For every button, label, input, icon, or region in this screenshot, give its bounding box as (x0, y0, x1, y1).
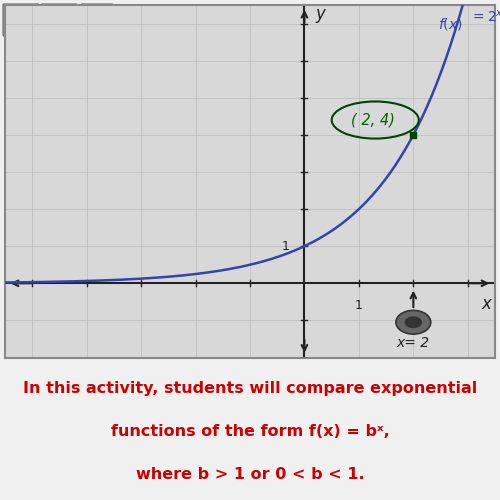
Text: 1: 1 (282, 240, 289, 252)
Text: 2.1: 2.1 (88, 15, 106, 25)
Text: functions of the form f(x) = bˣ,: functions of the form f(x) = bˣ, (110, 424, 390, 439)
Text: $f(x)$: $f(x)$ (438, 16, 462, 32)
FancyBboxPatch shape (429, 9, 453, 31)
FancyBboxPatch shape (81, 4, 113, 36)
Text: x: x (482, 294, 492, 312)
Text: Domain_an...ons: Domain_an...ons (212, 14, 328, 26)
Circle shape (396, 310, 431, 334)
Text: ( 2, 4): ( 2, 4) (350, 112, 395, 128)
Text: ▼: ▼ (351, 15, 359, 25)
Text: ◀: ◀ (3, 14, 13, 26)
Text: 1: 1 (355, 299, 363, 312)
Circle shape (404, 316, 422, 328)
Text: x= 2: x= 2 (397, 336, 430, 349)
Text: ▶: ▶ (114, 14, 124, 26)
Text: 1.1: 1.1 (12, 15, 30, 25)
FancyBboxPatch shape (41, 4, 77, 36)
FancyBboxPatch shape (452, 14, 455, 26)
Text: In this activity, students will compare exponential: In this activity, students will compare … (23, 382, 477, 396)
FancyBboxPatch shape (3, 4, 39, 36)
Text: where b > 1 or 0 < b < 1.: where b > 1 or 0 < b < 1. (136, 467, 364, 482)
Text: ✕: ✕ (471, 14, 481, 26)
Text: $=2^x$: $=2^x$ (470, 8, 500, 24)
Text: y: y (316, 6, 326, 24)
FancyBboxPatch shape (461, 7, 491, 33)
Text: 1.2: 1.2 (49, 15, 69, 25)
